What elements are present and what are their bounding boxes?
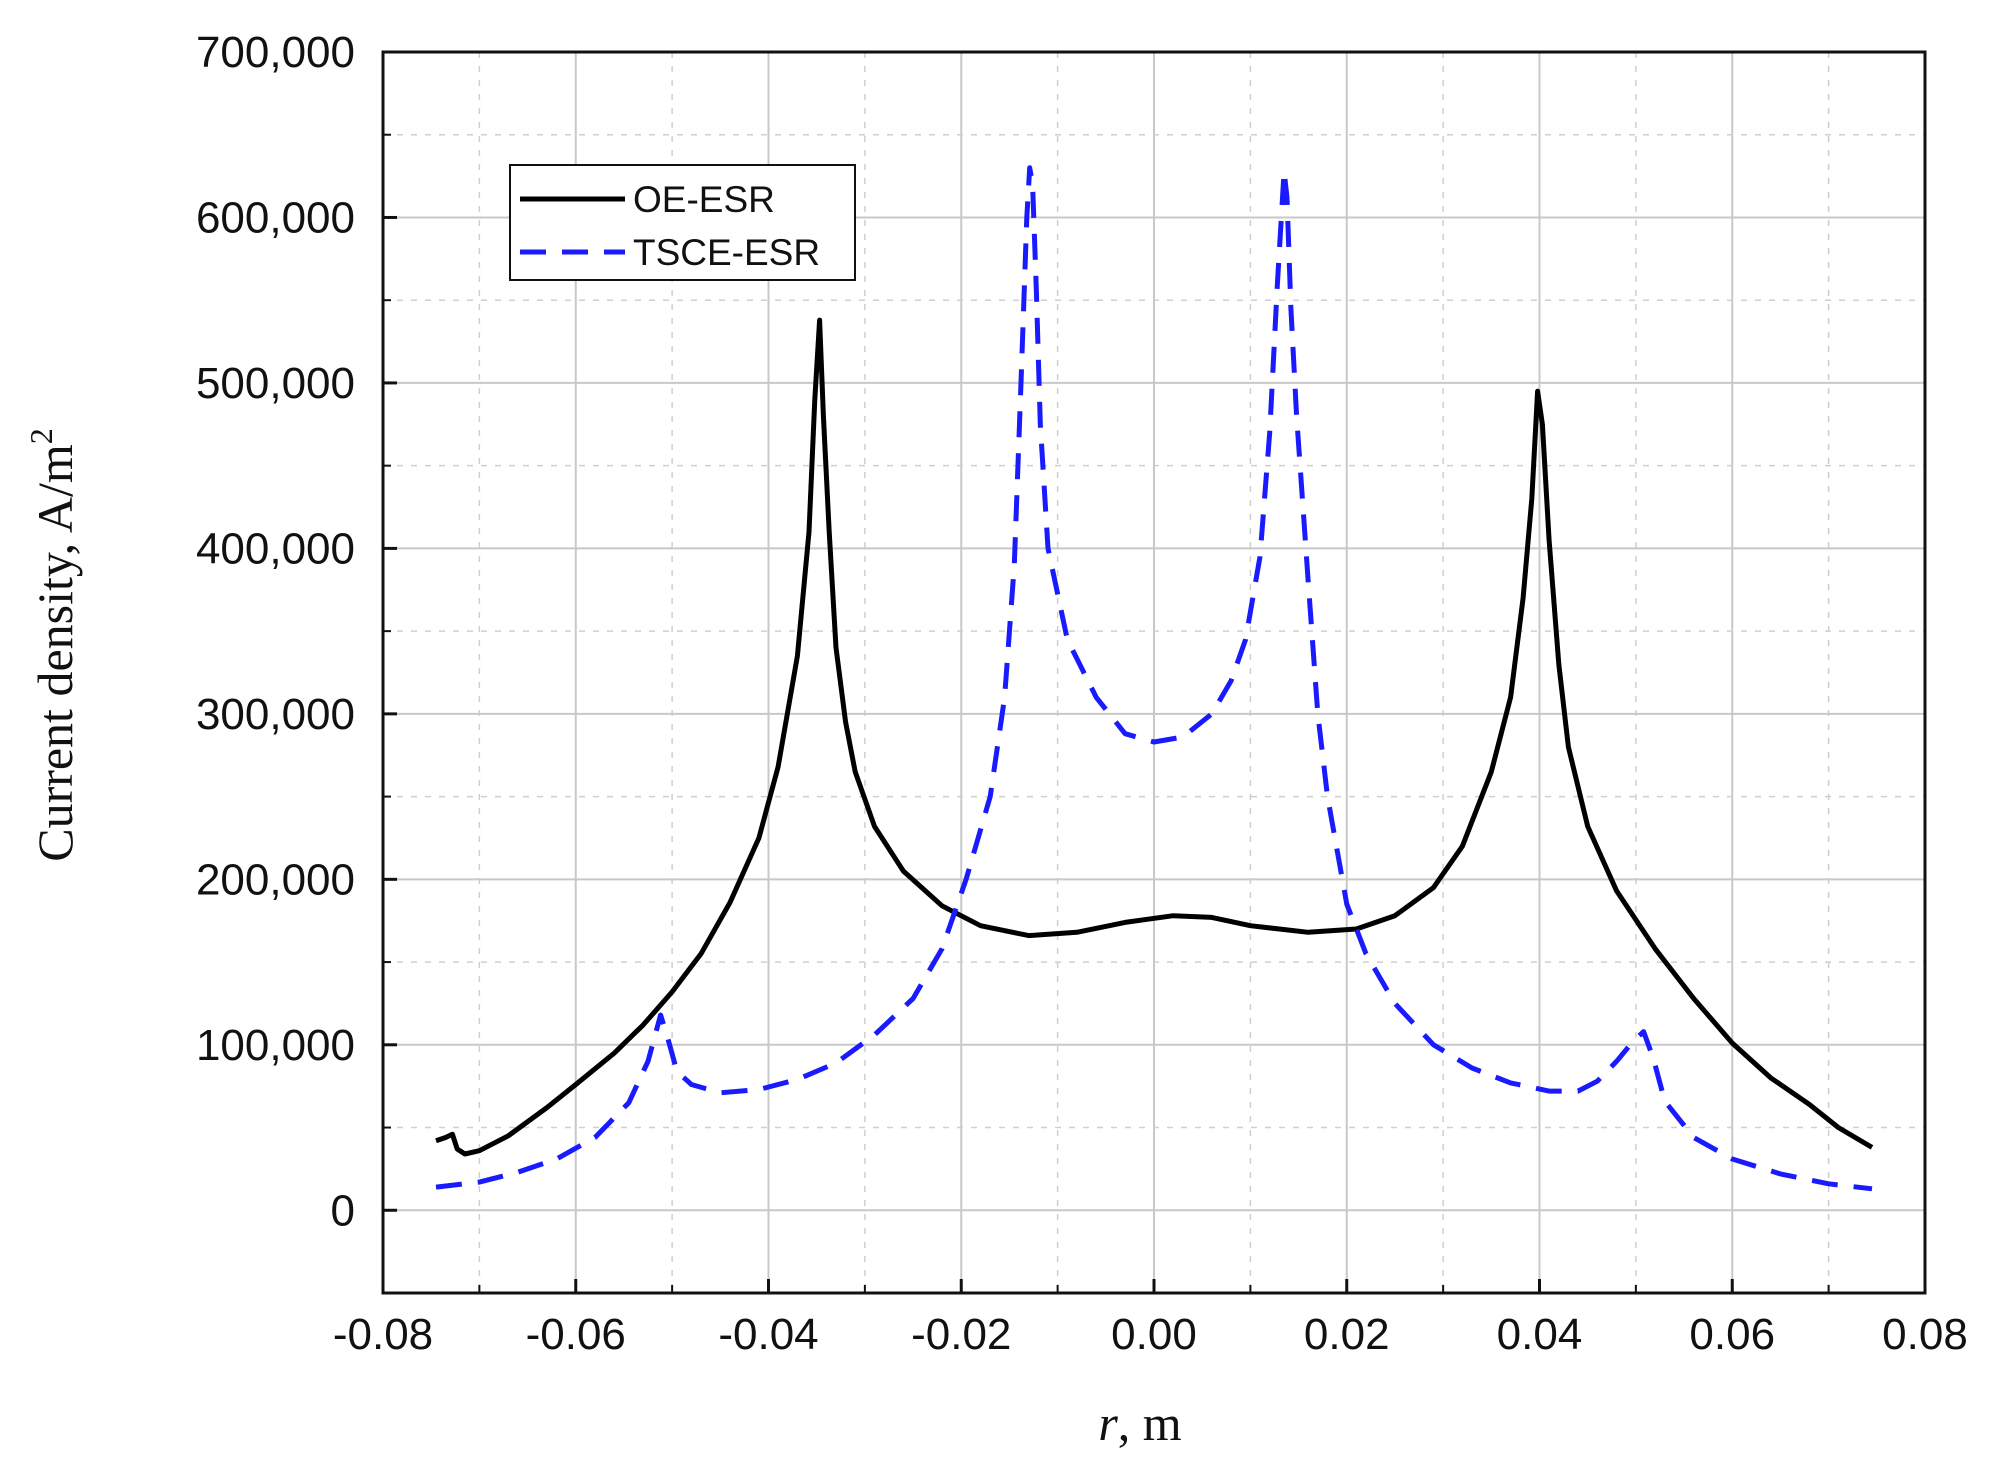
x-tick-label: 0.02 bbox=[1304, 1310, 1390, 1359]
x-tick-label: 0.04 bbox=[1497, 1310, 1583, 1359]
y-axis-title-text: Current density, A/m bbox=[27, 444, 83, 862]
y-tick-label: 400,000 bbox=[196, 524, 355, 573]
series-line-oe-esr bbox=[435, 317, 1874, 1157]
y-axis-title-superscript: 2 bbox=[23, 428, 59, 444]
y-tick-label: 100,000 bbox=[196, 1021, 355, 1070]
y-tick-label: 300,000 bbox=[196, 690, 355, 739]
label-layer: -0.08 -0.06 -0.04 -0.02 0.00 0.02 0.04 0.06 0.08… bbox=[196, 28, 1968, 1359]
y-tick-label: 0 bbox=[331, 1186, 355, 1235]
x-tick-label: -0.08 bbox=[333, 1310, 433, 1359]
legend: OE-ESR TSCE-ESR bbox=[509, 164, 856, 281]
y-tick-label: 500,000 bbox=[196, 359, 355, 408]
y-tick-label: 200,000 bbox=[196, 855, 355, 904]
y-tick-label: 600,000 bbox=[196, 193, 355, 242]
tick-layer bbox=[381, 50, 1927, 1294]
x-tick-label: -0.04 bbox=[718, 1310, 818, 1359]
x-axis-title-unit: , m bbox=[1118, 1395, 1182, 1451]
x-tick-label: -0.06 bbox=[526, 1310, 626, 1359]
legend-box bbox=[509, 164, 856, 281]
x-tick-label: 0.00 bbox=[1111, 1310, 1197, 1359]
x-tick-label: -0.02 bbox=[911, 1310, 1011, 1359]
x-axis-title: r, m bbox=[1098, 1395, 1181, 1451]
y-axis-title: Current density, A/m2 bbox=[23, 428, 83, 862]
x-tick-label: 0.06 bbox=[1689, 1310, 1775, 1359]
grid-layer bbox=[382, 51, 1926, 1294]
series-line-tsce-esr bbox=[435, 165, 1873, 1192]
series-layer bbox=[435, 165, 1874, 1192]
x-axis-title-symbol: r bbox=[1098, 1395, 1118, 1451]
x-tick-label: 0.08 bbox=[1882, 1310, 1968, 1359]
legend-label-oe-esr: OE-ESR bbox=[633, 179, 775, 220]
y-tick-label: 700,000 bbox=[196, 28, 355, 77]
legend-label-tsce-esr: TSCE-ESR bbox=[633, 232, 820, 273]
